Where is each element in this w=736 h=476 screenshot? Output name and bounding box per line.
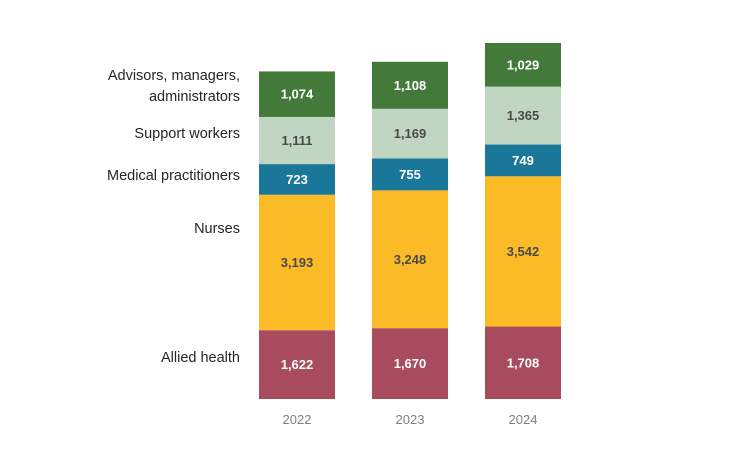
x-tick-label: 2022 <box>283 412 312 427</box>
x-tick-label: 2024 <box>509 412 538 427</box>
data-label: 1,074 <box>281 87 314 102</box>
legend-label: administrators <box>149 89 240 105</box>
bar-segment <box>485 86 561 145</box>
data-label: 723 <box>286 172 308 187</box>
bar-segment <box>485 176 561 327</box>
data-label: 3,248 <box>394 252 427 267</box>
data-label: 1,622 <box>281 357 314 372</box>
data-label: 1,029 <box>507 57 540 72</box>
bar-segment <box>372 190 448 329</box>
bar-segment <box>485 144 561 177</box>
bar-segment <box>372 328 448 399</box>
bar-segment <box>372 158 448 191</box>
x-tick-label: 2023 <box>396 412 425 427</box>
bar-segment <box>485 326 561 399</box>
bar-segment <box>372 108 448 159</box>
legend-label: Nurses <box>194 221 240 237</box>
data-label: 1,111 <box>281 133 312 148</box>
bars-group <box>259 43 561 399</box>
data-label: 3,193 <box>281 255 314 270</box>
legend-label: Support workers <box>134 126 240 142</box>
data-label: 1,169 <box>394 126 427 141</box>
category-axis: 2022 2023 2024 <box>283 412 538 427</box>
data-label: 749 <box>512 153 534 168</box>
legend: Allied health Nurses Medical practitioners… <box>107 68 240 366</box>
bar-segment <box>485 43 561 87</box>
bar-segment <box>259 194 335 331</box>
data-label: 3,542 <box>507 244 540 259</box>
bar-segment <box>259 71 335 117</box>
data-label: 1,108 <box>394 78 427 93</box>
data-label: 1,670 <box>394 356 427 371</box>
data-label: 1,708 <box>507 355 540 370</box>
legend-label: Allied health <box>161 350 240 366</box>
legend-label: Medical practitioners <box>107 168 240 184</box>
segment-labels-group: 1,622 3,193 723 1,111 1,074 1,670 3,248 755 1,16… <box>281 57 540 372</box>
data-label: 1,365 <box>507 108 540 123</box>
bar-segment <box>259 164 335 195</box>
legend-label: Advisors, managers, <box>108 68 240 84</box>
bar-segment <box>259 116 335 165</box>
data-label: 755 <box>399 167 421 182</box>
bar-segment <box>259 330 335 399</box>
bar-segment <box>372 61 448 109</box>
